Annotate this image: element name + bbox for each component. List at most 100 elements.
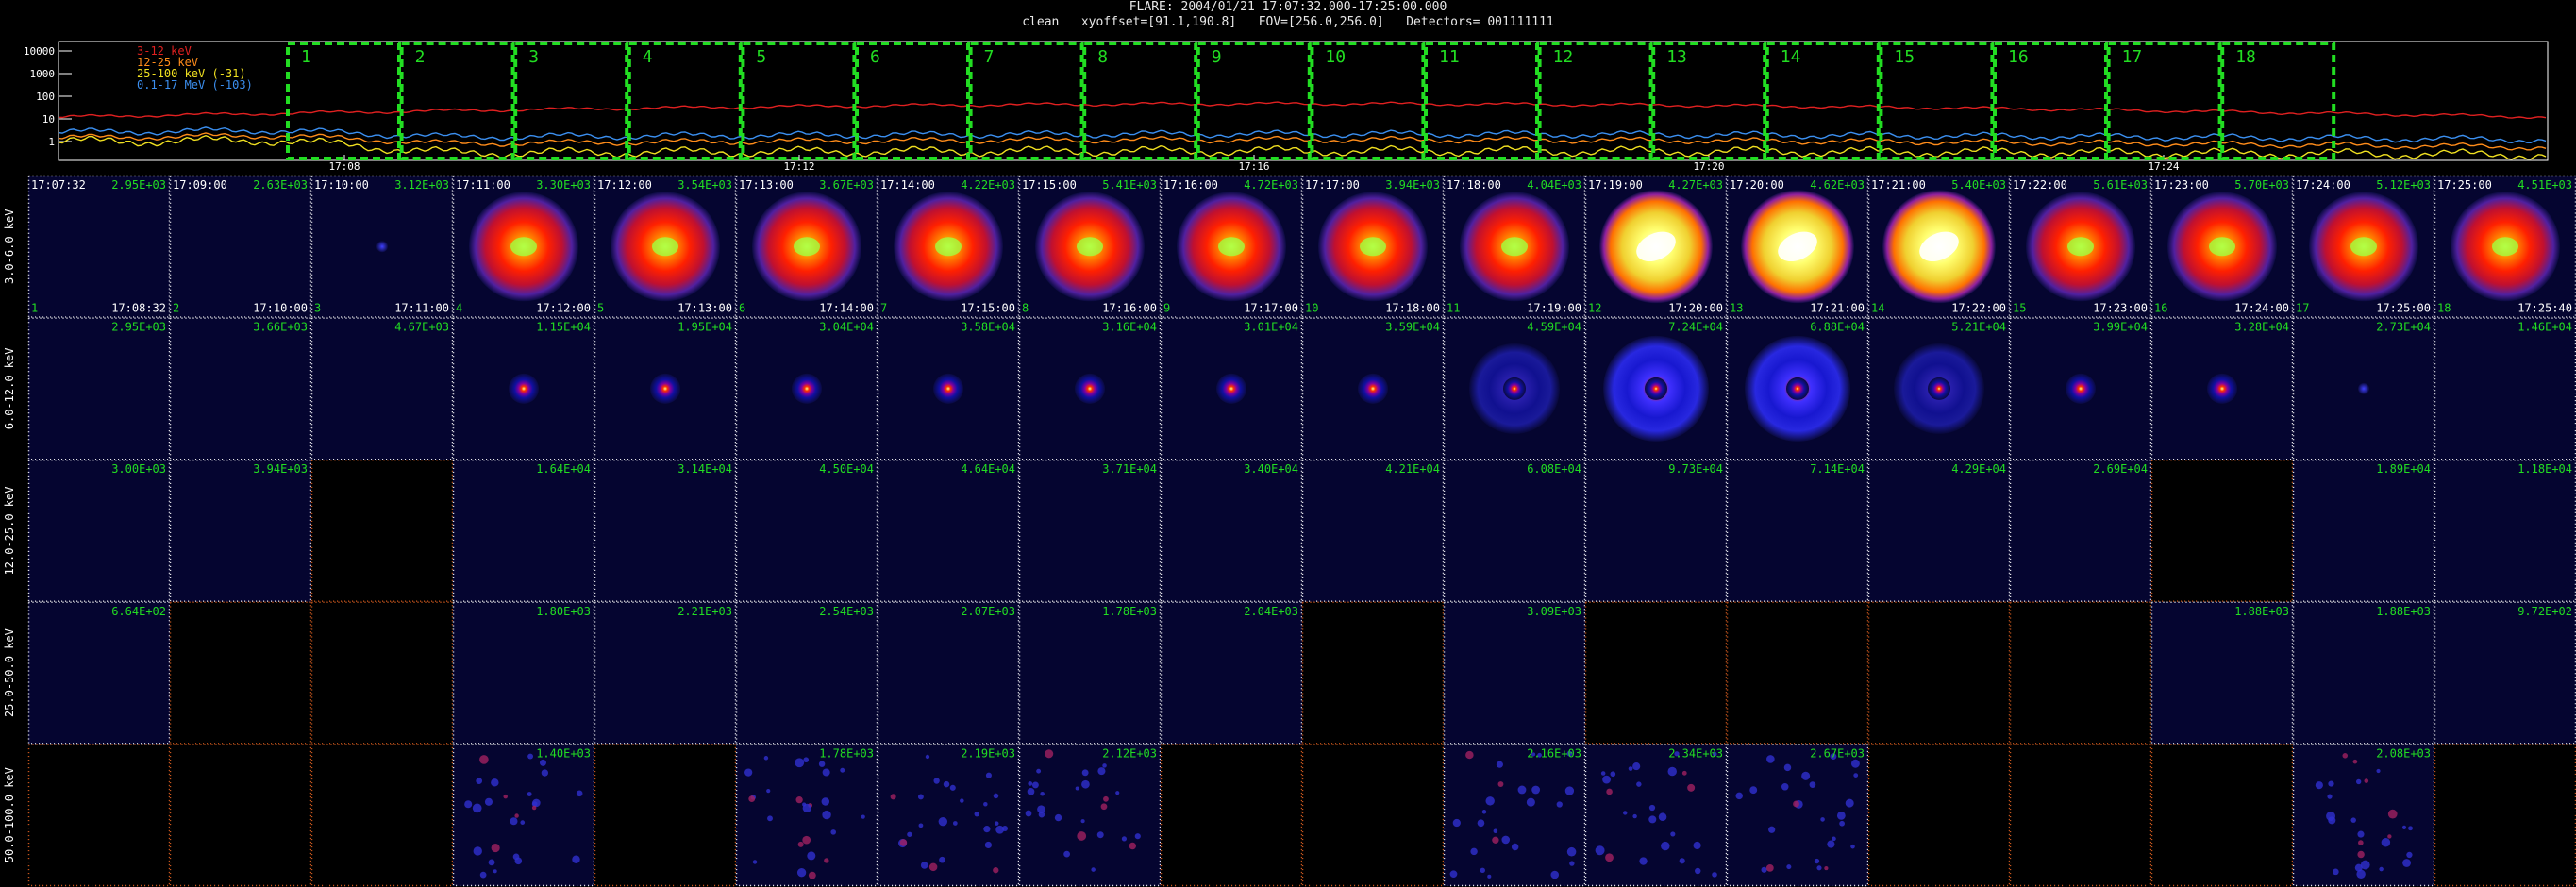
- image-tile[interactable]: 2.21E+03: [594, 601, 737, 745]
- image-tile[interactable]: [2434, 744, 2576, 887]
- image-tile[interactable]: 1.88E+03: [2150, 601, 2294, 745]
- energy-band-label: 3.0-6.0 keV: [3, 209, 16, 284]
- image-tile[interactable]: 3.01E+04: [1160, 317, 1303, 460]
- image-tile[interactable]: 2.63E+03 17:09:00 17:10:00 2: [169, 175, 312, 318]
- image-tile[interactable]: [2150, 459, 2294, 603]
- image-tile[interactable]: 2.95E+03 17:07:32 17:08:32 1: [27, 175, 171, 318]
- image-tile[interactable]: [1301, 601, 1445, 745]
- image-tile[interactable]: 3.58E+04: [877, 317, 1020, 460]
- image-tile[interactable]: 7.14E+04: [1726, 459, 1869, 603]
- image-tile[interactable]: 1.78E+03: [1018, 601, 1162, 745]
- image-tile[interactable]: 3.14E+04: [594, 459, 737, 603]
- image-tile[interactable]: 2.08E+03: [2292, 744, 2435, 887]
- image-tile[interactable]: 2.95E+03: [27, 317, 171, 460]
- image-tile[interactable]: 6.08E+04: [1443, 459, 1586, 603]
- image-tile[interactable]: 1.80E+03: [452, 601, 595, 745]
- image-tile[interactable]: 3.04E+04: [735, 317, 878, 460]
- image-tile[interactable]: 3.09E+03: [1443, 601, 1586, 745]
- image-tile[interactable]: [594, 744, 737, 887]
- image-tile[interactable]: 4.27E+03 17:19:00 17:20:00 12: [1584, 175, 1728, 318]
- time-interval-label: 11: [1439, 47, 1460, 67]
- image-tile[interactable]: 1.88E+03: [2292, 601, 2435, 745]
- image-tile[interactable]: 4.04E+03 17:18:00 17:19:00 11: [1443, 175, 1586, 318]
- image-tile[interactable]: 4.22E+03 17:14:00 17:15:00 7: [877, 175, 1020, 318]
- image-tile[interactable]: 9.72E+02: [2434, 601, 2576, 745]
- noise-speck: [748, 795, 756, 802]
- image-tile[interactable]: 2.04E+03: [1160, 601, 1303, 745]
- image-tile[interactable]: 1.18E+04: [2434, 459, 2576, 603]
- image-tile[interactable]: 4.29E+04: [1867, 459, 2011, 603]
- image-tile[interactable]: [169, 744, 312, 887]
- image-tile[interactable]: 1.15E+04: [452, 317, 595, 460]
- image-tile[interactable]: 4.50E+04: [735, 459, 878, 603]
- image-tile[interactable]: 4.62E+03 17:20:00 17:21:00 13: [1726, 175, 1869, 318]
- image-tile[interactable]: 3.40E+04: [1160, 459, 1303, 603]
- image-tile[interactable]: 4.21E+04: [1301, 459, 1445, 603]
- noise-speck: [993, 867, 999, 874]
- image-tile[interactable]: 4.72E+03 17:16:00 17:17:00 9: [1160, 175, 1303, 318]
- image-tile[interactable]: 1.89E+04: [2292, 459, 2435, 603]
- image-tile[interactable]: 5.12E+03 17:24:00 17:25:00 17: [2292, 175, 2435, 318]
- image-tile[interactable]: [2009, 601, 2152, 745]
- image-tile[interactable]: 3.54E+03 17:12:00 17:13:00 5: [594, 175, 737, 318]
- image-tile[interactable]: [310, 601, 454, 745]
- image-tile[interactable]: 3.71E+04: [1018, 459, 1162, 603]
- image-tile[interactable]: 5.41E+03 17:15:00 17:16:00 8: [1018, 175, 1162, 318]
- image-tile[interactable]: [1584, 601, 1728, 745]
- image-tile[interactable]: 3.59E+04: [1301, 317, 1445, 460]
- noise-speck: [752, 860, 758, 864]
- image-tile[interactable]: 1.95E+04: [594, 317, 737, 460]
- image-tile[interactable]: 2.12E+03: [1018, 744, 1162, 887]
- image-tile[interactable]: 2.16E+03: [1443, 744, 1586, 887]
- image-tile[interactable]: 3.99E+04: [2009, 317, 2152, 460]
- image-tile[interactable]: 6.64E+02: [27, 601, 171, 745]
- image-tile[interactable]: 2.73E+04: [2292, 317, 2435, 460]
- image-tile[interactable]: [1726, 601, 1869, 745]
- image-tile[interactable]: [2009, 744, 2152, 887]
- image-tile[interactable]: 3.30E+03 17:11:00 17:12:00 4: [452, 175, 595, 318]
- image-tile[interactable]: 3.16E+04: [1018, 317, 1162, 460]
- image-tile[interactable]: [27, 744, 171, 887]
- image-tile[interactable]: [1301, 744, 1445, 887]
- image-tile[interactable]: 1.40E+03: [452, 744, 595, 887]
- image-tile[interactable]: 2.19E+03: [877, 744, 1020, 887]
- image-tile[interactable]: 1.46E+04: [2434, 317, 2576, 460]
- tile-max-value: 3.12E+03: [394, 178, 449, 192]
- image-tile[interactable]: 4.67E+03: [310, 317, 454, 460]
- image-tile[interactable]: [1160, 744, 1303, 887]
- image-tile[interactable]: [310, 744, 454, 887]
- image-tile[interactable]: 3.66E+03: [169, 317, 312, 460]
- noise-speck: [1566, 750, 1573, 757]
- image-tile[interactable]: [1867, 601, 2011, 745]
- image-tile[interactable]: 3.67E+03 17:13:00 17:14:00 6: [735, 175, 878, 318]
- noise-speck: [514, 857, 523, 865]
- image-tile[interactable]: 4.64E+04: [877, 459, 1020, 603]
- image-tile[interactable]: 5.40E+03 17:21:00 17:22:00 14: [1867, 175, 2011, 318]
- image-tile[interactable]: [1867, 744, 2011, 887]
- image-tile[interactable]: 5.70E+03 17:23:00 17:24:00 16: [2150, 175, 2294, 318]
- image-tile[interactable]: [169, 601, 312, 745]
- image-tile[interactable]: 3.94E+03: [169, 459, 312, 603]
- image-tile[interactable]: 2.54E+03: [735, 601, 878, 745]
- image-tile[interactable]: 2.34E+03: [1584, 744, 1728, 887]
- image-tile[interactable]: 4.51E+03 17:25:00 17:25:40 18: [2434, 175, 2576, 318]
- noise-speck: [1002, 825, 1009, 831]
- image-tile[interactable]: 6.88E+04: [1726, 317, 1869, 460]
- image-tile[interactable]: 3.28E+04: [2150, 317, 2294, 460]
- image-tile[interactable]: 5.61E+03 17:22:00 17:23:00 15: [2009, 175, 2152, 318]
- image-tile[interactable]: 3.00E+03: [27, 459, 171, 603]
- image-tile[interactable]: [310, 459, 454, 603]
- image-tile[interactable]: 3.12E+03 17:10:00 17:11:00 3: [310, 175, 454, 318]
- image-tile[interactable]: 1.64E+04: [452, 459, 595, 603]
- image-tile[interactable]: 5.21E+04: [1867, 317, 2011, 460]
- image-tile[interactable]: 2.07E+03: [877, 601, 1020, 745]
- image-tile[interactable]: 7.24E+04: [1584, 317, 1728, 460]
- image-tile[interactable]: 3.94E+03 17:17:00 17:18:00 10: [1301, 175, 1445, 318]
- image-tile[interactable]: 1.78E+03: [735, 744, 878, 887]
- image-tile[interactable]: 2.67E+03: [1726, 744, 1869, 887]
- image-tile[interactable]: [2150, 744, 2294, 887]
- image-tile[interactable]: 9.73E+04: [1584, 459, 1728, 603]
- image-tile[interactable]: 4.59E+04: [1443, 317, 1586, 460]
- noise-speck: [949, 784, 956, 791]
- image-tile[interactable]: 2.69E+04: [2009, 459, 2152, 603]
